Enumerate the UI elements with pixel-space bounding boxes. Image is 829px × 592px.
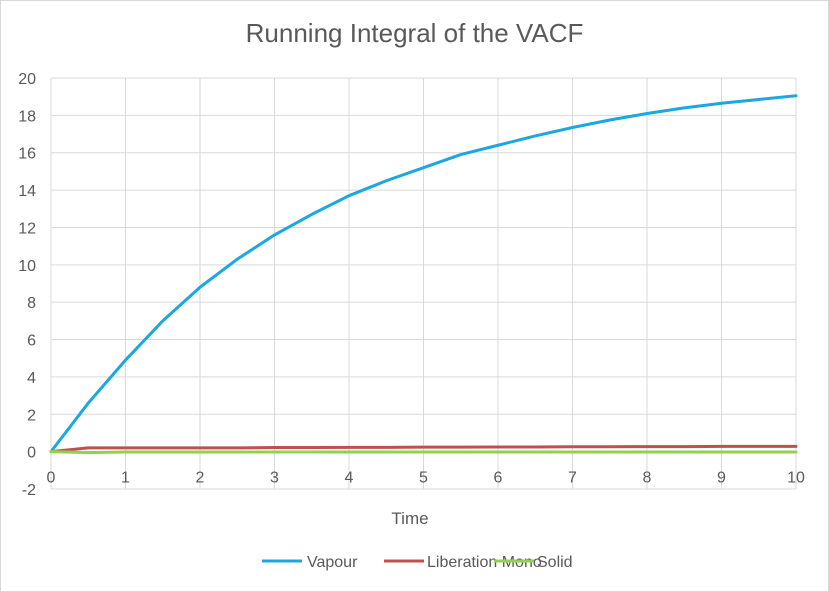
x-tick-label: 8 <box>643 470 652 487</box>
grid-lines <box>50 77 797 490</box>
series-line-vapour <box>49 94 798 454</box>
y-tick-label: 8 <box>27 295 36 312</box>
x-tick-label: 6 <box>494 470 503 487</box>
x-tick-labels: 0 1 2 3 4 5 6 7 8 9 10 <box>47 470 805 487</box>
legend-label-vapour: Vapour <box>307 554 358 571</box>
x-tick-label: 7 <box>568 470 577 487</box>
series-line-solid <box>49 450 798 455</box>
y-tick-label: 4 <box>27 370 36 387</box>
x-tick-label: 9 <box>717 470 726 487</box>
x-tick-label: 5 <box>419 470 428 487</box>
x-tick-label: 4 <box>345 470 354 487</box>
y-tick-label: 20 <box>18 71 36 88</box>
x-axis-title: Time <box>391 509 428 528</box>
y-tick-labels: -2 0 2 4 6 8 10 12 14 16 18 20 <box>18 71 36 499</box>
x-tick-label: 3 <box>270 470 279 487</box>
series-line-liberation mono <box>49 444 798 454</box>
y-tick-label: 12 <box>18 220 36 237</box>
y-tick-label: 14 <box>18 183 36 200</box>
y-tick-label: 6 <box>27 333 36 350</box>
x-tick-label: 0 <box>47 470 56 487</box>
series-lines <box>49 94 798 455</box>
y-tick-label: 10 <box>18 258 36 275</box>
y-tick-label: 16 <box>18 146 36 163</box>
x-tick-label: 10 <box>787 470 805 487</box>
x-tick-label: 1 <box>121 470 130 487</box>
y-tick-label: 2 <box>27 407 36 424</box>
y-tick-label: 18 <box>18 108 36 125</box>
chart-title: Running Integral of the VACF <box>245 18 584 48</box>
x-tick-label: 2 <box>196 470 205 487</box>
y-tick-label: 0 <box>27 445 36 462</box>
y-tick-label: -2 <box>22 482 36 499</box>
legend-label-liberation mono: Liberation Mono <box>427 554 542 571</box>
legend-label-solid: Solid <box>537 554 573 571</box>
